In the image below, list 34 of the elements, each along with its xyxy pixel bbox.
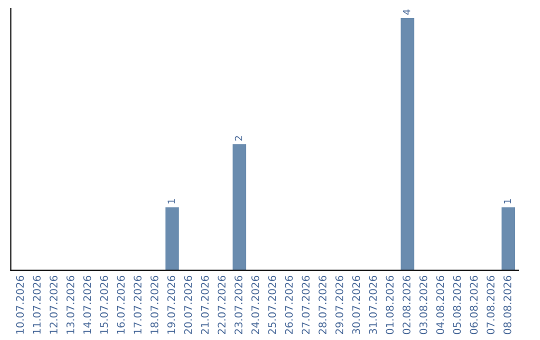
x-tick-label: 11.07.2026 [32,276,41,334]
x-tick-label: 25.07.2026 [268,276,276,334]
x-tick-label: 19.07.2026 [167,276,176,334]
x-tick-label: 20.07.2026 [184,276,192,334]
x-tick-label: 03.08.2026 [419,276,428,334]
data-label: 4 [403,10,410,15]
x-tick-label: 06.08.2026 [470,276,478,334]
x-tick-label: 02.08.2026 [402,276,410,334]
x-tick-label: 31.07.2026 [368,276,377,334]
x-tick-label: 13.07.2026 [66,276,74,334]
x-tick-label: 22.07.2026 [218,276,226,334]
x-tick-label: 08.08.2026 [503,276,512,334]
x-tick-label: 14.07.2026 [83,276,92,334]
x-tick-label: 04.08.2026 [436,276,444,334]
x-tick-label: 07.08.2026 [486,276,495,334]
data-label: 2 [234,136,242,141]
x-tick-label: 16.07.2026 [116,276,125,334]
x-tick-label: 29.07.2026 [335,276,344,334]
x-tick-label: 30.07.2026 [352,276,360,334]
x-tick-label: 01.08.2026 [386,276,394,334]
x-tick-label: 21.07.2026 [200,276,209,334]
data-label: 1 [504,199,511,204]
data-label: 1 [168,199,175,204]
x-tick-label: 27.07.2026 [302,276,310,334]
x-tick-label: 05.08.2026 [453,276,461,334]
x-tick-label: 15.07.2026 [100,276,108,334]
x-tick-label: 23.07.2026 [234,276,242,334]
x-tick-label: 12.07.2026 [50,276,58,334]
x-tick-label: 24.07.2026 [251,276,260,334]
x-tick-label: 18.07.2026 [150,276,158,334]
x-tick-label: 17.07.2026 [134,276,142,334]
x-tick-label: 28.07.2026 [318,276,326,334]
x-tick-label: 26.07.2026 [284,276,293,334]
x-tick-label: 10.07.2026 [16,276,24,334]
